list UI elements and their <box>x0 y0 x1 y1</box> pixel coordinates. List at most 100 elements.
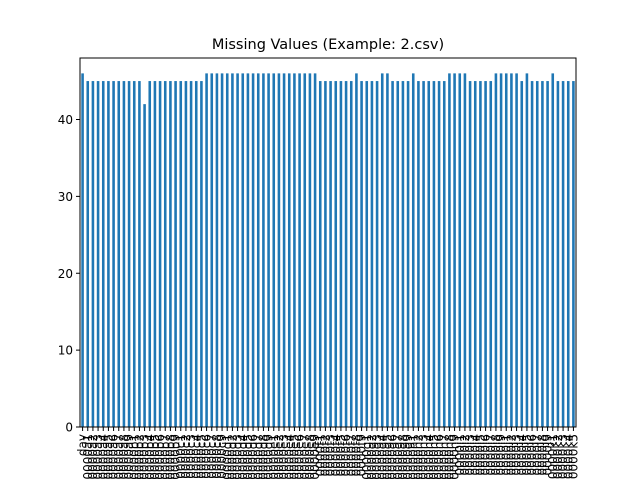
x-tick-label: 0000d1 <box>220 434 234 480</box>
bar-0000g5 <box>386 73 389 428</box>
x-tick-label: 0000g9 <box>401 434 415 480</box>
bar-0000e9 <box>313 73 317 428</box>
x-tick-label: 0000c7 <box>205 434 219 479</box>
bar-0000i2 <box>463 73 467 428</box>
bar-0000h7 <box>442 81 446 427</box>
y-tick-label: 10 <box>58 344 73 358</box>
x-tick-label: 0000g5 <box>380 434 394 480</box>
bar-0000k3 <box>561 81 565 427</box>
bar-0000f9 <box>360 81 363 427</box>
x-tick-label: 0000h6 <box>432 434 446 480</box>
bar-0000h1 <box>411 73 415 428</box>
bar-0000h3 <box>422 81 425 427</box>
bar-0000a4 <box>101 81 105 427</box>
x-tick-label: 0000j9 <box>541 434 555 476</box>
bar-0000f1 <box>318 81 322 427</box>
x-tick-label: 0000d8 <box>256 434 270 480</box>
bar-0000j3 <box>515 73 518 428</box>
x-tick-label: 0000f4 <box>329 434 343 476</box>
x-tick-label: 0000b9 <box>169 434 183 480</box>
x-tick-label: 0000j7 <box>530 434 544 476</box>
bar-0000a9 <box>127 81 131 427</box>
bar-0000g3 <box>375 81 379 427</box>
bar-0000d4 <box>241 73 245 428</box>
x-tick-label: 0000i1 <box>453 434 467 476</box>
bar-day <box>81 73 84 428</box>
x-tick-label: 0000b6 <box>153 434 167 480</box>
x-tick-label: 0000j8 <box>535 434 549 476</box>
x-tick-label: 0000i5 <box>473 434 487 476</box>
bar-0000f5 <box>339 81 343 427</box>
bar-0000b2 <box>138 81 141 427</box>
x-tick-label: 0000e1 <box>267 434 281 480</box>
x-tick-label: 0000c4 <box>189 434 203 479</box>
x-tick-label: 0000h4 <box>422 434 436 480</box>
bar-0000c5 <box>200 81 203 427</box>
bar-0000j5 <box>525 73 529 428</box>
bar-0000d9 <box>267 73 270 428</box>
x-tick-label: 0000g8 <box>396 434 410 480</box>
x-tick-label: 0000k3 <box>556 434 570 479</box>
x-tick-label: 0000b3 <box>138 434 152 480</box>
x-axis: day0000a10000a20000a30000a40000a50000a60… <box>76 427 580 480</box>
bar-0000j6 <box>530 81 534 427</box>
bar-0000c8 <box>215 73 219 428</box>
bar-0000g9 <box>406 81 410 427</box>
x-tick-label: 0000j1 <box>499 434 513 476</box>
bar-0000e5 <box>293 73 296 428</box>
x-tick-label: 0000d6 <box>246 434 260 480</box>
bar-0000j2 <box>510 73 513 428</box>
bar-0000d2 <box>231 73 234 428</box>
bar-0000b8 <box>169 81 172 427</box>
bar-0000c7 <box>210 73 214 428</box>
x-tick-label: 0000c9 <box>215 434 229 479</box>
chart-title: Missing Values (Example: 2.csv) <box>212 37 444 53</box>
x-tick-label: day <box>76 434 90 456</box>
x-tick-label: 0000b5 <box>148 434 162 480</box>
bar-0000b9 <box>174 81 177 427</box>
bar-0000b1 <box>132 81 136 427</box>
x-tick-label: 0000i6 <box>479 434 493 476</box>
bar-0000f2 <box>324 81 327 427</box>
bar-0000f8 <box>355 73 358 428</box>
x-tick-label: 0000h7 <box>437 434 451 480</box>
x-tick-label: 0000d3 <box>231 434 245 480</box>
bar-0000b3 <box>143 104 146 428</box>
bar-0000b5 <box>153 81 157 427</box>
x-tick-label: 0000g3 <box>370 434 384 480</box>
x-tick-label: 0000e5 <box>287 434 301 480</box>
x-tick-label: 0000a8 <box>117 434 131 480</box>
x-tick-label: 0000g7 <box>391 434 405 480</box>
x-tick-label: 0000d7 <box>251 434 265 480</box>
x-tick-label: 0000d9 <box>262 434 276 480</box>
bar-0000g2 <box>370 81 374 427</box>
x-tick-label: 0000b7 <box>158 434 172 480</box>
x-tick-label: 0000j4 <box>515 434 529 476</box>
y-tick-label: 20 <box>58 267 73 281</box>
x-tick-label: 0000c1 <box>174 434 188 479</box>
bar-0000e7 <box>303 73 307 428</box>
bar-0000f6 <box>344 81 348 427</box>
x-tick-label: 0000c8 <box>210 434 224 479</box>
y-tick-label: 0 <box>65 421 73 435</box>
bar-0000j8 <box>541 81 544 427</box>
x-tick-label: 0000h2 <box>411 434 425 480</box>
bar-0000j1 <box>504 73 508 428</box>
bar-0000i6 <box>484 81 487 427</box>
x-tick-label: 0000a6 <box>107 434 121 480</box>
x-tick-label: 0000j3 <box>510 434 524 476</box>
x-tick-label: 0000a2 <box>86 434 100 480</box>
bar-0000f3 <box>329 81 332 427</box>
bar-0000i3 <box>468 81 472 427</box>
x-tick-label: 0000c2 <box>179 434 193 479</box>
bar-0000h5 <box>432 81 436 427</box>
x-tick-label: 0000a5 <box>101 434 115 480</box>
bar-0000g6 <box>391 81 394 427</box>
x-tick-label: 0000i3 <box>463 434 477 476</box>
x-tick-label: 0000h3 <box>417 434 431 480</box>
x-tick-label: 0000e9 <box>308 434 322 480</box>
x-tick-label: 0000a9 <box>122 434 136 480</box>
x-tick-label: 0000i2 <box>458 434 472 476</box>
x-tick-label: 0000f9 <box>355 434 369 476</box>
x-tick-label: 0000i7 <box>484 434 498 476</box>
